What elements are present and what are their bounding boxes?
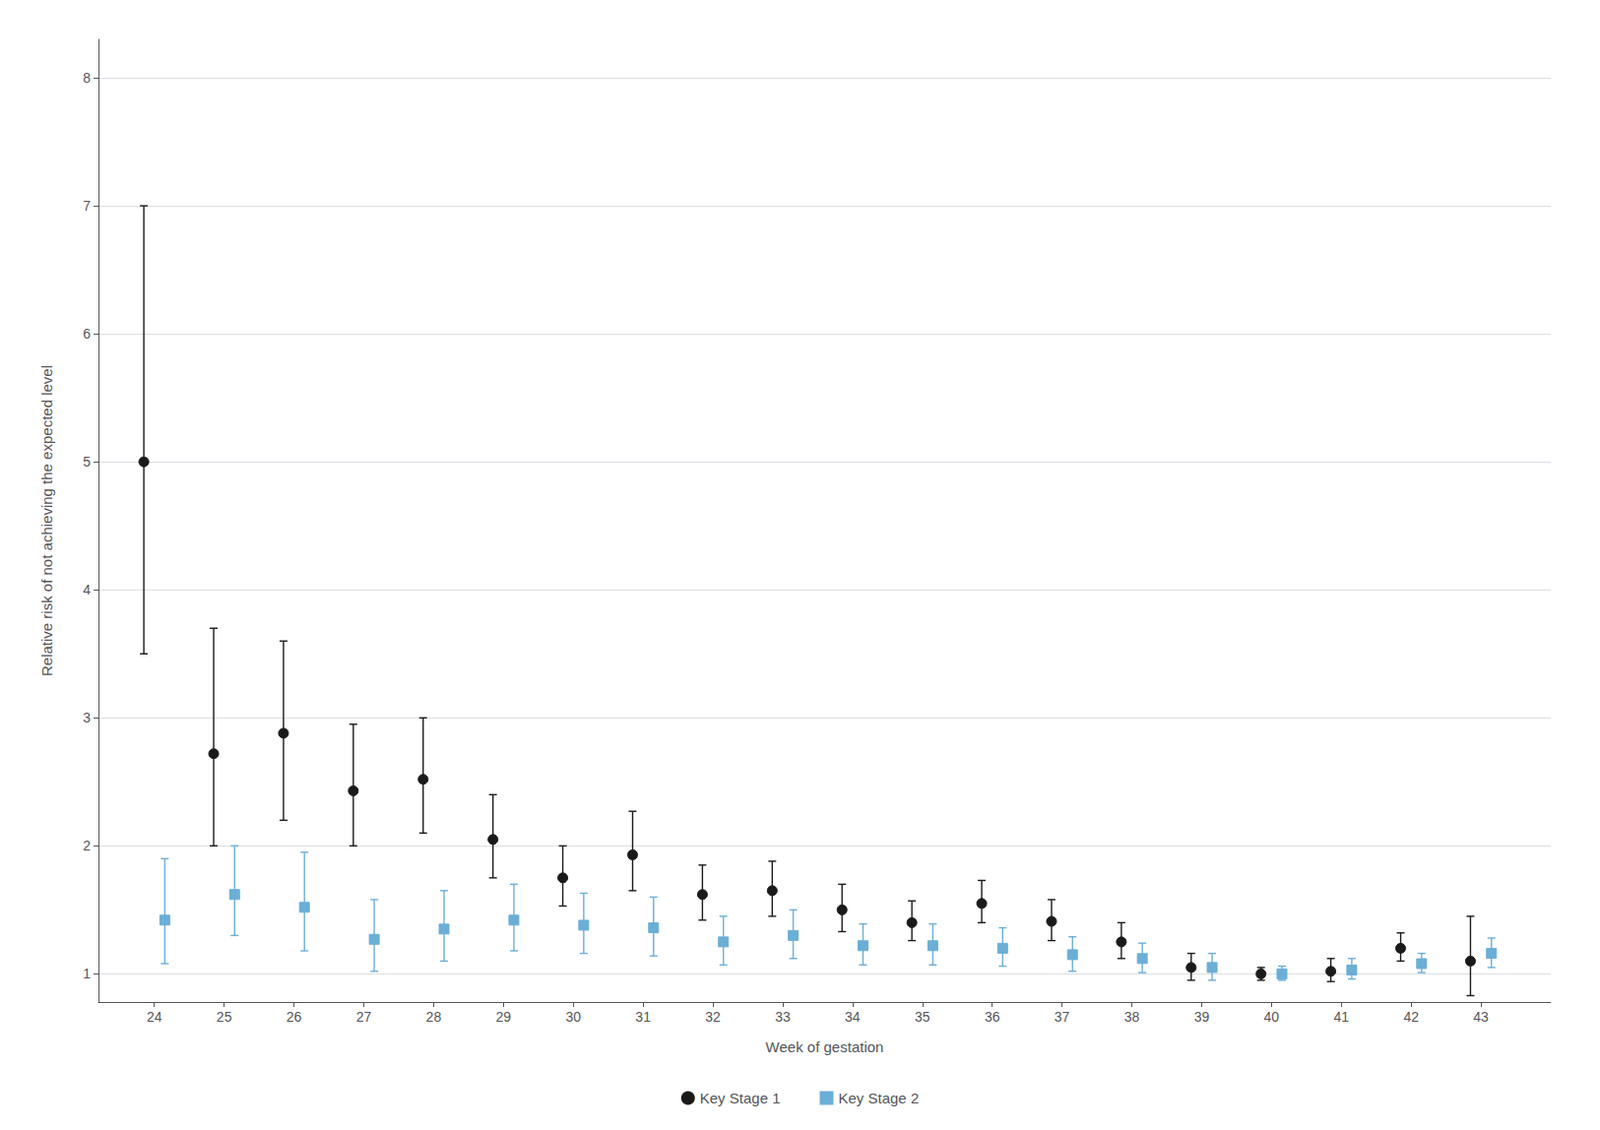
svg-text:7: 7 xyxy=(82,197,91,214)
svg-text:8: 8 xyxy=(82,69,91,86)
svg-text:26: 26 xyxy=(286,1009,303,1025)
svg-text:4: 4 xyxy=(82,581,91,598)
svg-text:30: 30 xyxy=(565,1009,581,1025)
svg-text:Key Stage 2: Key Stage 2 xyxy=(838,1089,920,1107)
svg-text:29: 29 xyxy=(496,1009,512,1025)
svg-text:1: 1 xyxy=(82,965,91,982)
svg-text:38: 38 xyxy=(1124,1009,1141,1025)
svg-text:Relative risk of not achieving: Relative risk of not achieving the expec… xyxy=(38,365,56,677)
svg-text:6: 6 xyxy=(82,325,91,342)
svg-text:25: 25 xyxy=(216,1009,233,1025)
svg-text:36: 36 xyxy=(984,1009,1001,1025)
svg-text:40: 40 xyxy=(1264,1009,1280,1025)
svg-text:42: 42 xyxy=(1403,1009,1419,1025)
svg-text:31: 31 xyxy=(635,1009,651,1025)
svg-text:Key Stage 1: Key Stage 1 xyxy=(700,1089,781,1107)
svg-text:33: 33 xyxy=(774,1009,791,1025)
svg-text:34: 34 xyxy=(844,1009,861,1025)
svg-text:41: 41 xyxy=(1333,1009,1349,1025)
svg-text:5: 5 xyxy=(82,453,91,470)
svg-text:Week of gestation: Week of gestation xyxy=(766,1038,885,1056)
svg-text:28: 28 xyxy=(426,1009,443,1025)
svg-text:35: 35 xyxy=(914,1009,931,1025)
svg-text:39: 39 xyxy=(1194,1009,1211,1025)
svg-text:37: 37 xyxy=(1054,1009,1071,1025)
svg-text:32: 32 xyxy=(704,1009,721,1025)
svg-text:3: 3 xyxy=(82,709,91,726)
svg-text:2: 2 xyxy=(82,837,91,854)
svg-text:43: 43 xyxy=(1472,1009,1489,1025)
svg-text:24: 24 xyxy=(146,1009,163,1025)
svg-text:27: 27 xyxy=(356,1009,373,1025)
